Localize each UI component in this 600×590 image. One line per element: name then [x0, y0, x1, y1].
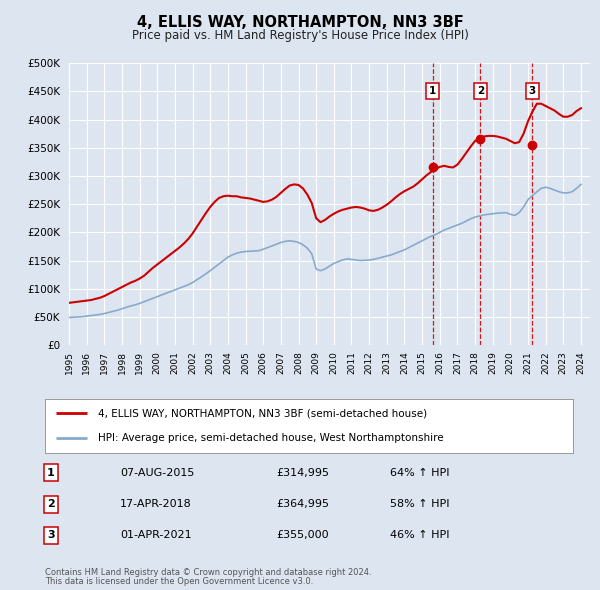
Text: 1: 1 — [47, 468, 55, 478]
Text: 3: 3 — [47, 530, 55, 540]
Text: 64% ↑ HPI: 64% ↑ HPI — [390, 468, 449, 478]
Text: 2: 2 — [47, 499, 55, 509]
Text: £314,995: £314,995 — [276, 468, 329, 478]
Text: £355,000: £355,000 — [276, 530, 329, 540]
Text: 46% ↑ HPI: 46% ↑ HPI — [390, 530, 449, 540]
Text: 07-AUG-2015: 07-AUG-2015 — [120, 468, 194, 478]
Text: HPI: Average price, semi-detached house, West Northamptonshire: HPI: Average price, semi-detached house,… — [98, 434, 443, 444]
Text: 2: 2 — [477, 86, 484, 96]
Text: Price paid vs. HM Land Registry's House Price Index (HPI): Price paid vs. HM Land Registry's House … — [131, 29, 469, 42]
Text: Contains HM Land Registry data © Crown copyright and database right 2024.: Contains HM Land Registry data © Crown c… — [45, 568, 371, 576]
Text: This data is licensed under the Open Government Licence v3.0.: This data is licensed under the Open Gov… — [45, 577, 313, 586]
Text: £364,995: £364,995 — [276, 499, 329, 509]
Text: 01-APR-2021: 01-APR-2021 — [120, 530, 191, 540]
Text: 1: 1 — [429, 86, 436, 96]
Text: 58% ↑ HPI: 58% ↑ HPI — [390, 499, 449, 509]
Text: 4, ELLIS WAY, NORTHAMPTON, NN3 3BF (semi-detached house): 4, ELLIS WAY, NORTHAMPTON, NN3 3BF (semi… — [98, 408, 427, 418]
Text: 17-APR-2018: 17-APR-2018 — [120, 499, 192, 509]
Text: 3: 3 — [529, 86, 536, 96]
Text: 4, ELLIS WAY, NORTHAMPTON, NN3 3BF: 4, ELLIS WAY, NORTHAMPTON, NN3 3BF — [137, 15, 463, 30]
